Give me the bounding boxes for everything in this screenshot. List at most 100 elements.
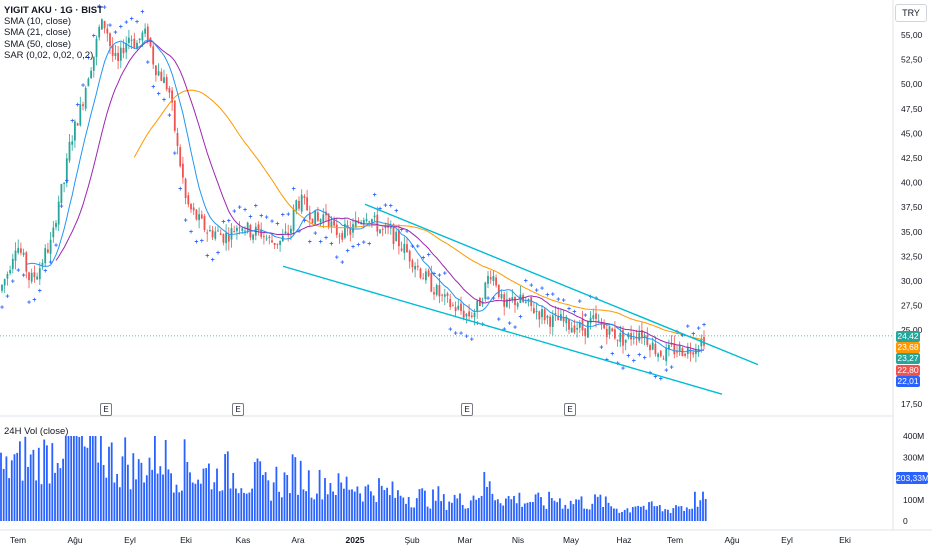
volume-bar: [305, 491, 307, 521]
volume-bar: [264, 472, 267, 521]
candle-body: [452, 304, 454, 306]
volume-bar: [8, 478, 10, 521]
legend-sma50[interactable]: SMA (50, close): [4, 38, 72, 50]
candle-body: [500, 294, 503, 299]
sar-dot: +: [335, 255, 339, 262]
earnings-marker[interactable]: E: [232, 403, 244, 416]
price-tick-label: 55,00: [901, 30, 923, 40]
candle-body: [430, 273, 433, 292]
candle-body: [300, 194, 303, 212]
time-tick-label: Tem: [10, 535, 26, 545]
volume-bar: [286, 474, 289, 521]
candle-body: [211, 230, 214, 238]
volume-bar: [299, 460, 302, 521]
sar-dot: +: [254, 203, 258, 210]
volume-bar: [380, 485, 383, 521]
volume-bar: [648, 502, 650, 521]
candle-body: [165, 77, 168, 90]
candle-body: [557, 315, 560, 321]
volume-bar: [599, 494, 602, 521]
trend-lines: [0, 203, 893, 395]
volume-bar: [167, 469, 170, 521]
legend-sma10[interactable]: SMA (10, close): [4, 16, 72, 28]
volume-bar: [424, 490, 426, 521]
candle-body: [362, 220, 365, 225]
sar-dot: +: [432, 271, 436, 278]
volume-bar: [658, 505, 661, 521]
volume-bar: [604, 496, 607, 521]
candle-body: [314, 210, 317, 225]
volume-bar: [442, 494, 445, 521]
candle-body: [276, 243, 279, 245]
candle-body: [263, 236, 265, 238]
earnings-marker[interactable]: E: [461, 403, 473, 416]
candle-body: [95, 38, 98, 57]
candle-body: [125, 42, 128, 53]
volume-bar: [675, 505, 677, 521]
sar-dot: +: [389, 203, 393, 210]
volume-bar: [567, 508, 569, 521]
candle-body: [311, 218, 314, 223]
earnings-marker[interactable]: E: [100, 403, 112, 416]
candle-body: [551, 315, 554, 327]
candle-body: [260, 229, 263, 237]
sar-dot: +: [146, 60, 150, 67]
candle-body: [419, 268, 422, 278]
volume-bar: [345, 476, 348, 521]
lower-trend-line: [282, 265, 723, 395]
sar-dot: +: [626, 353, 630, 360]
volume-bar: [594, 494, 596, 521]
candle-body: [595, 313, 597, 320]
candle-body: [106, 28, 109, 34]
legend-sar[interactable]: SAR (0,02, 0,02, 0,2): [4, 49, 94, 61]
sma50-line: [133, 89, 705, 340]
volume-legend[interactable]: 24H Vol (close): [4, 426, 69, 437]
earnings-marker[interactable]: E: [564, 403, 576, 416]
time-tick-label: Eyl: [124, 535, 136, 545]
volume-bar: [523, 503, 526, 521]
candle-body: [484, 282, 487, 300]
candle-body: [225, 232, 227, 244]
volume-bar: [159, 466, 162, 521]
volume-bar: [626, 508, 629, 521]
candle-body: [236, 227, 238, 232]
symbol-title[interactable]: YIGIT AKU · 1G · BIST: [4, 5, 103, 16]
candle-body: [541, 309, 543, 318]
candle-body: [273, 242, 276, 246]
volume-bar: [378, 478, 380, 521]
candle-body: [614, 329, 616, 339]
candle-body: [90, 70, 92, 79]
volume-bar: [5, 456, 8, 521]
volume-bar: [154, 436, 156, 521]
volume-bars: [0, 436, 707, 521]
volume-bar: [356, 486, 359, 521]
candle-body: [149, 37, 152, 47]
candle-body: [36, 276, 38, 280]
sar-dot: +: [346, 248, 350, 255]
time-tick-label: Eyl: [781, 535, 793, 545]
sar-dot: +: [113, 29, 117, 36]
time-tick-label: Ağu: [724, 535, 739, 545]
time-tick-label: 2025: [346, 535, 365, 545]
candle-body: [651, 342, 654, 350]
candle-body: [514, 297, 516, 306]
volume-bar: [70, 436, 73, 521]
volume-bar: [240, 488, 243, 521]
volume-bar: [645, 509, 648, 521]
candle-body: [662, 358, 665, 360]
volume-bar: [275, 466, 278, 521]
sar-dot: +: [599, 345, 603, 352]
candle-body: [476, 300, 479, 312]
volume-bar: [631, 507, 634, 521]
candle-body: [503, 294, 506, 307]
volume-bar: [469, 500, 472, 521]
volume-bar: [677, 506, 680, 521]
legend-sma21[interactable]: SMA (21, close): [4, 27, 72, 39]
volume-bar: [361, 501, 364, 521]
volume-tick-label: 0: [903, 516, 908, 526]
sar-dot: +: [508, 321, 512, 328]
candle-body: [449, 298, 452, 307]
sar-dot: +: [686, 324, 690, 331]
currency-button[interactable]: TRY: [895, 4, 927, 22]
